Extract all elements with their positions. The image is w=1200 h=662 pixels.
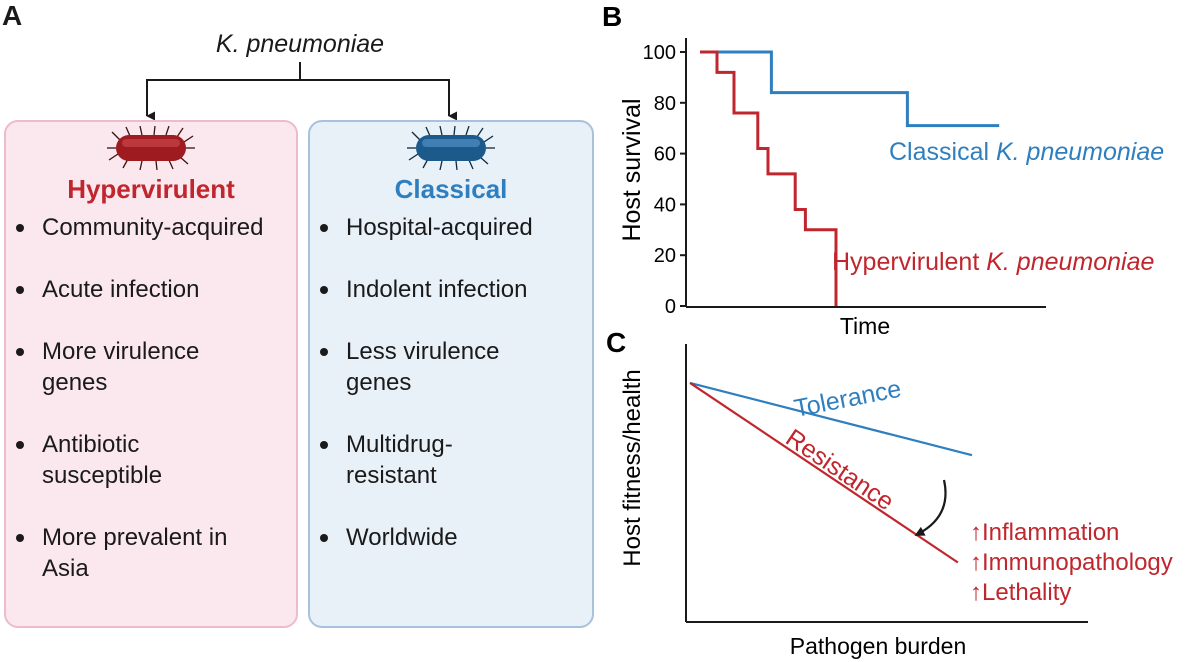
panel-a-branch-arrows [146, 62, 458, 121]
tolerance-line [689, 381, 973, 457]
red-bacterium-icon [107, 126, 195, 170]
list-item: Acute infection [6, 274, 296, 305]
hypervirulent-list: Community-acquired Acute infection More … [6, 212, 296, 615]
y-tick-label: 80 [654, 93, 676, 115]
y-tick-label: 0 [665, 296, 676, 318]
y-axis-label: Host fitness/health [619, 369, 646, 566]
list-item: Indolent infection [310, 274, 592, 305]
panel-c-letter: C [606, 327, 626, 358]
classical-box: Classical Hospital-acquired Indolent inf… [308, 120, 594, 628]
y-tick-label: 60 [654, 144, 676, 166]
list-item: Multidrug-resistant [310, 429, 496, 491]
y-axis-label: Host survival [618, 98, 646, 241]
x-axis-label: Time [840, 313, 890, 339]
branch-left-arrow [146, 79, 300, 121]
list-item: Worldwide [310, 522, 592, 553]
hypervirulent-box: Hypervirulent Community-acquired Acute i… [4, 120, 298, 628]
resistance-label: Resistance [781, 424, 899, 516]
panel-a-letter: A [2, 0, 23, 31]
classical-survival-line [700, 50, 1000, 128]
panel-b-survival-chart: B Host survival 0 20 40 60 80 100 Time Classi… [602, 1, 1164, 339]
y-tick-label: 40 [654, 194, 676, 216]
curved-arrow [914, 479, 947, 536]
annotation-immunopathology: ↑Immunopathology [970, 549, 1173, 576]
annotation-inflammation: ↑Inflammation [970, 519, 1119, 546]
list-item: Community-acquired [6, 212, 296, 243]
panel-c-tolerance-chart: C Host fitness/health Pathogen burden To… [606, 327, 1173, 659]
resistance-line [689, 382, 959, 564]
hypervirulent-heading: Hypervirulent [67, 174, 235, 204]
panel-b-letter: B [602, 1, 622, 32]
list-item: Less virulence genes [310, 336, 526, 398]
panel-a-title: K. pneumoniae [215, 30, 385, 58]
annotation-lethality: ↑Lethality [970, 579, 1071, 606]
series-label-hypervirulent: Hypervirulent K. pneumoniae [832, 248, 1154, 276]
classical-heading: Classical [394, 174, 508, 204]
list-item: Antibiotic susceptible [6, 429, 212, 491]
y-tick-label: 100 [643, 42, 676, 64]
branch-right-arrow [300, 79, 458, 121]
hypervirulent-survival-line [700, 50, 838, 306]
y-tick-label: 20 [654, 245, 676, 267]
series-label-classical: Classical K. pneumoniae [889, 138, 1164, 166]
blue-bacterium-icon [407, 126, 495, 170]
x-axis-label: Pathogen burden [790, 633, 967, 659]
tolerance-label: Tolerance [792, 375, 904, 423]
list-item: More prevalent in Asia [6, 522, 272, 584]
classical-list: Hospital-acquired Indolent infection Les… [310, 212, 592, 584]
list-item: More virulence genes [6, 336, 222, 398]
list-item: Hospital-acquired [310, 212, 592, 243]
